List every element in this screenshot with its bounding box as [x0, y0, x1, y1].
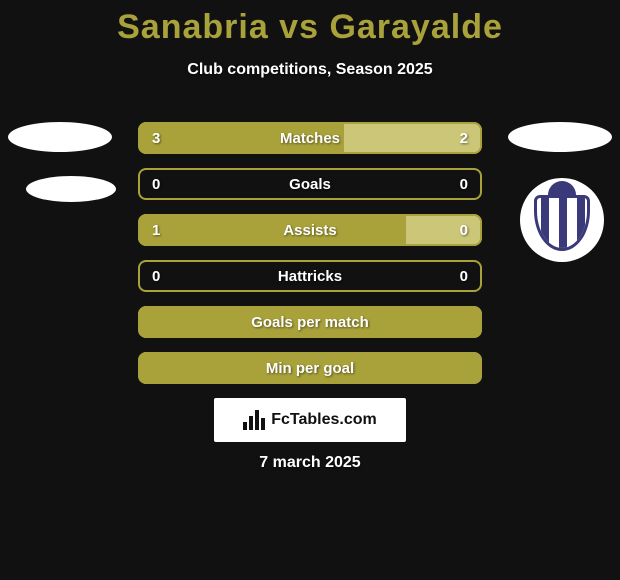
- crest-icon: [534, 185, 590, 255]
- stat-right-value: 0: [460, 176, 468, 193]
- stat-row: Goals per match: [138, 306, 482, 338]
- comparison-card: Sanabria vs Garayalde Club competitions,…: [0, 0, 620, 580]
- stat-row: 00Hattricks: [138, 260, 482, 292]
- stat-row: Min per goal: [138, 352, 482, 384]
- watermark-text: FcTables.com: [271, 411, 377, 429]
- stat-left-value: 0: [152, 176, 160, 193]
- stat-right-value: 0: [460, 222, 468, 239]
- stat-right-value: 0: [460, 268, 468, 285]
- player-left-badge-1: [8, 122, 112, 152]
- stat-row: 32Matches: [138, 122, 482, 154]
- player-right-crest: [520, 178, 604, 262]
- player-left-badge-2: [26, 176, 116, 202]
- stat-left-value: 3: [152, 130, 160, 147]
- date-label: 7 march 2025: [0, 454, 620, 472]
- stat-row: 10Assists: [138, 214, 482, 246]
- stat-bars: 32Matches00Goals10Assists00HattricksGoal…: [138, 122, 482, 398]
- watermark: FcTables.com: [214, 398, 406, 442]
- player-right-badge-1: [508, 122, 612, 152]
- stat-row: 00Goals: [138, 168, 482, 200]
- stat-left-value: 0: [152, 268, 160, 285]
- page-title: Sanabria vs Garayalde: [0, 0, 620, 47]
- stat-right-value: 2: [460, 130, 468, 147]
- stat-left-value: 1: [152, 222, 160, 239]
- watermark-icon: [243, 410, 267, 430]
- subtitle: Club competitions, Season 2025: [0, 61, 620, 79]
